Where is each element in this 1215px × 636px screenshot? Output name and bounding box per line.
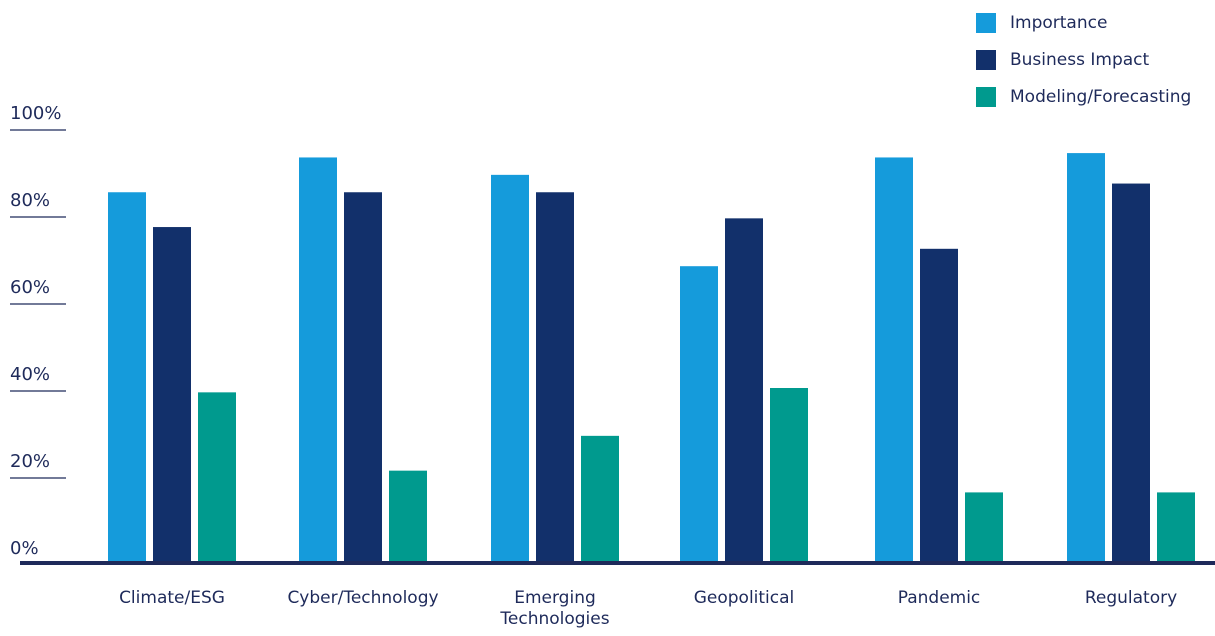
bar bbox=[108, 192, 146, 562]
legend-label: Modeling/Forecasting bbox=[1010, 86, 1192, 107]
legend-label: Importance bbox=[1010, 12, 1108, 33]
legend-swatch bbox=[976, 12, 996, 33]
bars bbox=[108, 153, 1195, 563]
y-tick-label: 100% bbox=[10, 103, 62, 124]
bar bbox=[770, 388, 808, 562]
legend: Importance Business Impact Modeling/Fore… bbox=[976, 4, 1191, 115]
bar bbox=[680, 266, 718, 562]
bar bbox=[1157, 492, 1195, 562]
x-tick-label: Emerging Technologies bbox=[500, 588, 610, 629]
legend-swatch bbox=[976, 49, 996, 70]
x-tick-label: Climate/ESG bbox=[119, 588, 225, 608]
bar bbox=[965, 492, 1003, 562]
bar bbox=[536, 192, 574, 562]
y-tick-label: 0% bbox=[10, 538, 39, 559]
legend-label: Business Impact bbox=[1010, 49, 1150, 70]
y-tick-label: 20% bbox=[10, 451, 51, 472]
bar bbox=[344, 192, 382, 562]
bar bbox=[1112, 183, 1150, 563]
y-tick-label: 60% bbox=[10, 277, 51, 298]
bar bbox=[581, 435, 619, 562]
x-tick-label: Geopolitical bbox=[693, 588, 795, 608]
bar bbox=[389, 470, 427, 562]
legend-item-importance: Importance bbox=[976, 4, 1191, 41]
y-tick-label: 80% bbox=[10, 190, 51, 211]
legend-item-business-impact: Business Impact bbox=[976, 41, 1191, 78]
x-tick-label: Cyber/Technology bbox=[287, 588, 439, 608]
bar bbox=[920, 248, 958, 563]
y-tick-label: 40% bbox=[10, 364, 51, 385]
legend-item-modeling-forecasting: Modeling/Forecasting bbox=[976, 78, 1191, 115]
bar bbox=[198, 392, 236, 562]
bar bbox=[299, 157, 337, 562]
legend-swatch bbox=[976, 86, 996, 107]
bar bbox=[725, 218, 763, 562]
bar bbox=[1067, 153, 1105, 562]
bar bbox=[153, 227, 191, 563]
x-tick-label: Pandemic bbox=[897, 588, 981, 608]
bar bbox=[875, 157, 913, 562]
bar bbox=[491, 174, 529, 562]
y-axis-ticks bbox=[10, 129, 66, 479]
x-tick-label: Regulatory bbox=[1084, 588, 1178, 608]
